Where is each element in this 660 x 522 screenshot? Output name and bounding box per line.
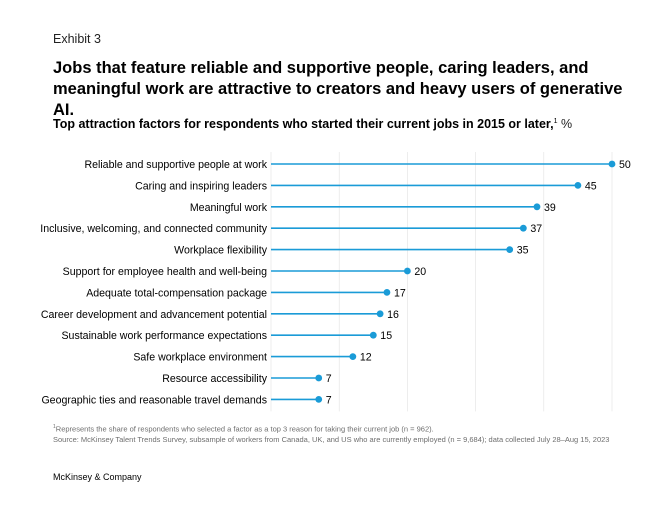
data-point <box>519 224 527 232</box>
category-label: Support for employee health and well-bei… <box>63 266 267 278</box>
category-label: Sustainable work performance expectation… <box>61 330 267 342</box>
data-point <box>404 267 411 275</box>
data-point <box>506 246 514 254</box>
chart-headline: Jobs that feature reliable and supportiv… <box>53 59 623 119</box>
data-point <box>315 396 323 403</box>
value-label: 17 <box>394 287 406 299</box>
value-label: 45 <box>585 180 597 192</box>
data-point <box>533 203 541 211</box>
value-label: 7 <box>326 394 332 406</box>
data-point <box>315 374 323 382</box>
value-label: 35 <box>517 245 529 257</box>
footnote-1-text: Represents the share of respondents who … <box>55 424 434 434</box>
value-label: 39 <box>544 202 556 214</box>
value-label: 50 <box>619 159 631 171</box>
chart-subtitle: Top attraction factors for respondents w… <box>53 117 572 131</box>
data-point <box>574 182 582 189</box>
value-label: 15 <box>380 330 392 342</box>
value-label: 20 <box>414 266 426 278</box>
category-label: Resource accessibility <box>162 373 268 385</box>
gridlines <box>270 152 613 412</box>
data-point <box>608 160 616 168</box>
data-point <box>349 353 357 360</box>
subtitle-footnote-mark: 1 <box>553 117 558 125</box>
exhibit-label: Exhibit 3 <box>53 32 101 46</box>
data-point <box>376 310 384 318</box>
footnote-1-mark: 1 <box>53 424 56 430</box>
data-point <box>383 289 391 296</box>
category-label: Caring and inspiring leaders <box>135 180 267 192</box>
category-label: Safe workplace environment <box>133 352 267 364</box>
value-label: 16 <box>387 309 399 321</box>
subtitle-unit: % <box>557 117 573 131</box>
data-point <box>369 331 377 339</box>
category-label: Career development and advancement poten… <box>41 309 267 321</box>
category-label: Workplace flexibility <box>174 245 268 257</box>
category-label: Inclusive, welcoming, and connected comm… <box>40 223 267 235</box>
source-note: Source: McKinsey Talent Trends Survey, s… <box>53 434 610 444</box>
category-label: Adequate total-compensation package <box>86 287 267 299</box>
category-label: Meaningful work <box>190 202 268 214</box>
chart-marks: Reliable and supportive people at work 50… <box>40 159 631 406</box>
footnotes: 1Represents the share of respondents who… <box>53 422 623 445</box>
value-label: 7 <box>326 373 332 385</box>
brand-name: McKinsey & Company <box>53 472 142 482</box>
subtitle-text: Top attraction factors for respondents w… <box>53 117 554 131</box>
footnote-1: 1Represents the share of respondents who… <box>53 422 623 435</box>
value-label: 37 <box>530 223 542 235</box>
value-label: 12 <box>360 352 372 364</box>
category-label: Reliable and supportive people at work <box>84 159 267 171</box>
category-label: Geographic ties and reasonable travel de… <box>41 394 267 406</box>
